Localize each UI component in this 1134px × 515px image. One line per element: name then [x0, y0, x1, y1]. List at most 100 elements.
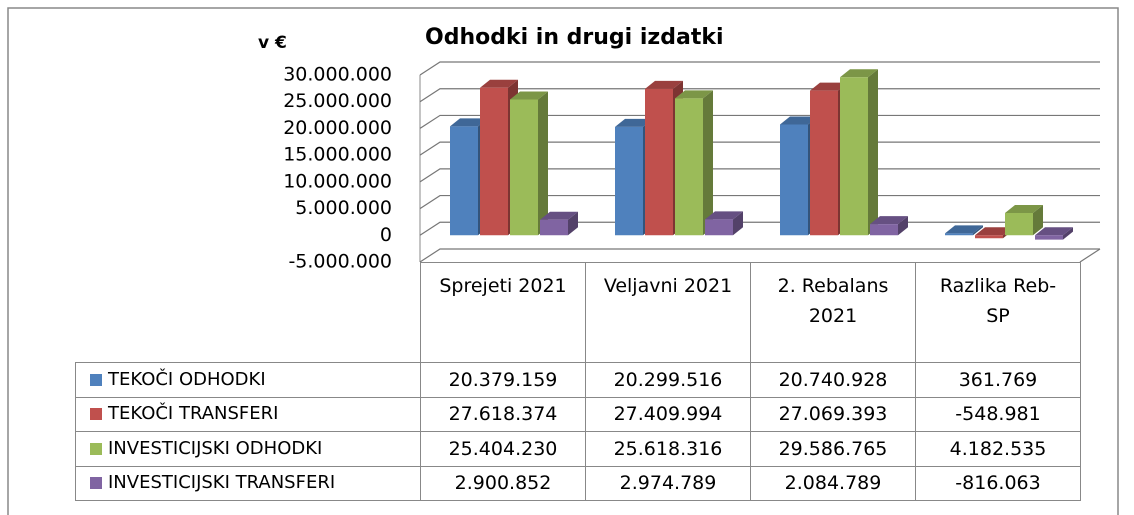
table-value: 361.769 [915, 362, 1081, 398]
table-value: 4.182.535 [915, 431, 1081, 467]
bar-front [540, 219, 568, 236]
bar-front [870, 224, 898, 236]
bar-side [538, 91, 548, 236]
y-tick-label: 0 [380, 224, 392, 246]
bar-side [898, 216, 908, 236]
bar-front [780, 124, 808, 236]
bar-top [945, 225, 983, 234]
bar-front [645, 88, 673, 236]
bar-top [1035, 227, 1073, 236]
legend-label: TEKOČI TRANSFERI [108, 403, 279, 425]
bar-top [1005, 204, 1043, 213]
bar-side [733, 211, 743, 236]
bar-front [450, 126, 478, 236]
wall-edge [1079, 248, 1101, 263]
legend-key [90, 408, 102, 421]
bar-top [450, 118, 488, 127]
chart-border [7, 7, 1119, 515]
category-header: 2. Rebalans 2021 [750, 262, 916, 363]
bar-front [840, 77, 868, 236]
bar [510, 91, 548, 236]
bar-top [975, 227, 1013, 236]
bar-front [810, 90, 838, 236]
y-tick-label: -5.000.000 [288, 251, 392, 273]
legend-cell: INVESTICIJSKI ODHODKI [75, 431, 421, 467]
chart-title: Odhodki in drugi izdatki [425, 25, 724, 50]
category-header: Razlika Reb-SP [915, 262, 1081, 363]
table-value: 27.618.374 [420, 396, 586, 432]
bar-top [480, 79, 518, 88]
bar-side [868, 69, 878, 236]
bar [1005, 204, 1043, 236]
y-tick-label: 15.000.000 [283, 144, 392, 166]
bar [840, 69, 878, 236]
table-value: 27.409.994 [585, 396, 751, 432]
bar-side [973, 225, 983, 236]
bar-side [703, 90, 713, 236]
legend-cell: TEKOČI ODHODKI [75, 362, 421, 398]
bar-side [1063, 227, 1073, 240]
grid-line [419, 114, 1100, 129]
bar-front [1035, 235, 1063, 240]
table-value: 2.974.789 [585, 465, 751, 501]
bar-top [780, 116, 818, 125]
table-value: -548.981 [915, 396, 1081, 432]
legend-cell: TEKOČI TRANSFERI [75, 396, 421, 432]
table-value: 27.069.393 [750, 396, 916, 432]
y-tick-label: 25.000.000 [283, 90, 392, 112]
bar-side [1033, 204, 1043, 236]
bar [870, 216, 908, 236]
bar-front [480, 87, 508, 236]
grid-line [419, 88, 1100, 103]
bar-top [810, 82, 848, 91]
bar-top [840, 69, 878, 78]
bar [1035, 227, 1073, 240]
table-value: 25.618.316 [585, 431, 751, 467]
bar [705, 211, 743, 236]
bar [945, 225, 983, 236]
bar-side [568, 211, 578, 236]
legend-label: TEKOČI ODHODKI [108, 368, 266, 390]
table-value: 20.379.159 [420, 362, 586, 398]
legend-cell: INVESTICIJSKI TRANSFERI [75, 465, 421, 501]
grid-line [419, 194, 1100, 210]
bar [675, 90, 713, 236]
grid-line [419, 61, 1100, 76]
legend-label: INVESTICIJSKI ODHODKI [108, 437, 323, 459]
bar-top [705, 211, 743, 220]
grid-line [419, 248, 1100, 263]
y-tick-label: 30.000.000 [283, 64, 392, 86]
table-value: 20.299.516 [585, 362, 751, 398]
bar-front [705, 219, 733, 236]
bar-front [615, 126, 643, 236]
bar-front [510, 99, 538, 236]
y-tick-label: 5.000.000 [295, 197, 392, 219]
bar-top [510, 91, 548, 100]
legend-key [90, 442, 102, 455]
bar-top [645, 80, 683, 89]
bar-front [1005, 212, 1033, 236]
table-value: 2.084.789 [750, 465, 916, 501]
y-tick-label: 10.000.000 [283, 170, 392, 192]
table-value: 29.586.765 [750, 431, 916, 467]
bar [540, 211, 578, 236]
legend-label: INVESTICIJSKI TRANSFERI [108, 472, 336, 494]
bar-top [615, 118, 653, 127]
category-header: Sprejeti 2021 [420, 262, 586, 363]
table-value: 25.404.230 [420, 431, 586, 467]
legend-key [90, 477, 102, 490]
bar-top [675, 90, 713, 99]
grid-line [419, 168, 1100, 183]
bar-top [540, 211, 578, 220]
bar-front [675, 98, 703, 236]
table-value: -816.063 [915, 465, 1081, 501]
bar-front [975, 235, 1003, 239]
y-axis-title: v € [258, 33, 287, 53]
grid-line [419, 141, 1100, 156]
category-header: Veljavni 2021 [585, 262, 751, 363]
bar-top [870, 216, 908, 225]
y-tick-label: 20.000.000 [283, 117, 392, 139]
legend-key [90, 373, 102, 386]
